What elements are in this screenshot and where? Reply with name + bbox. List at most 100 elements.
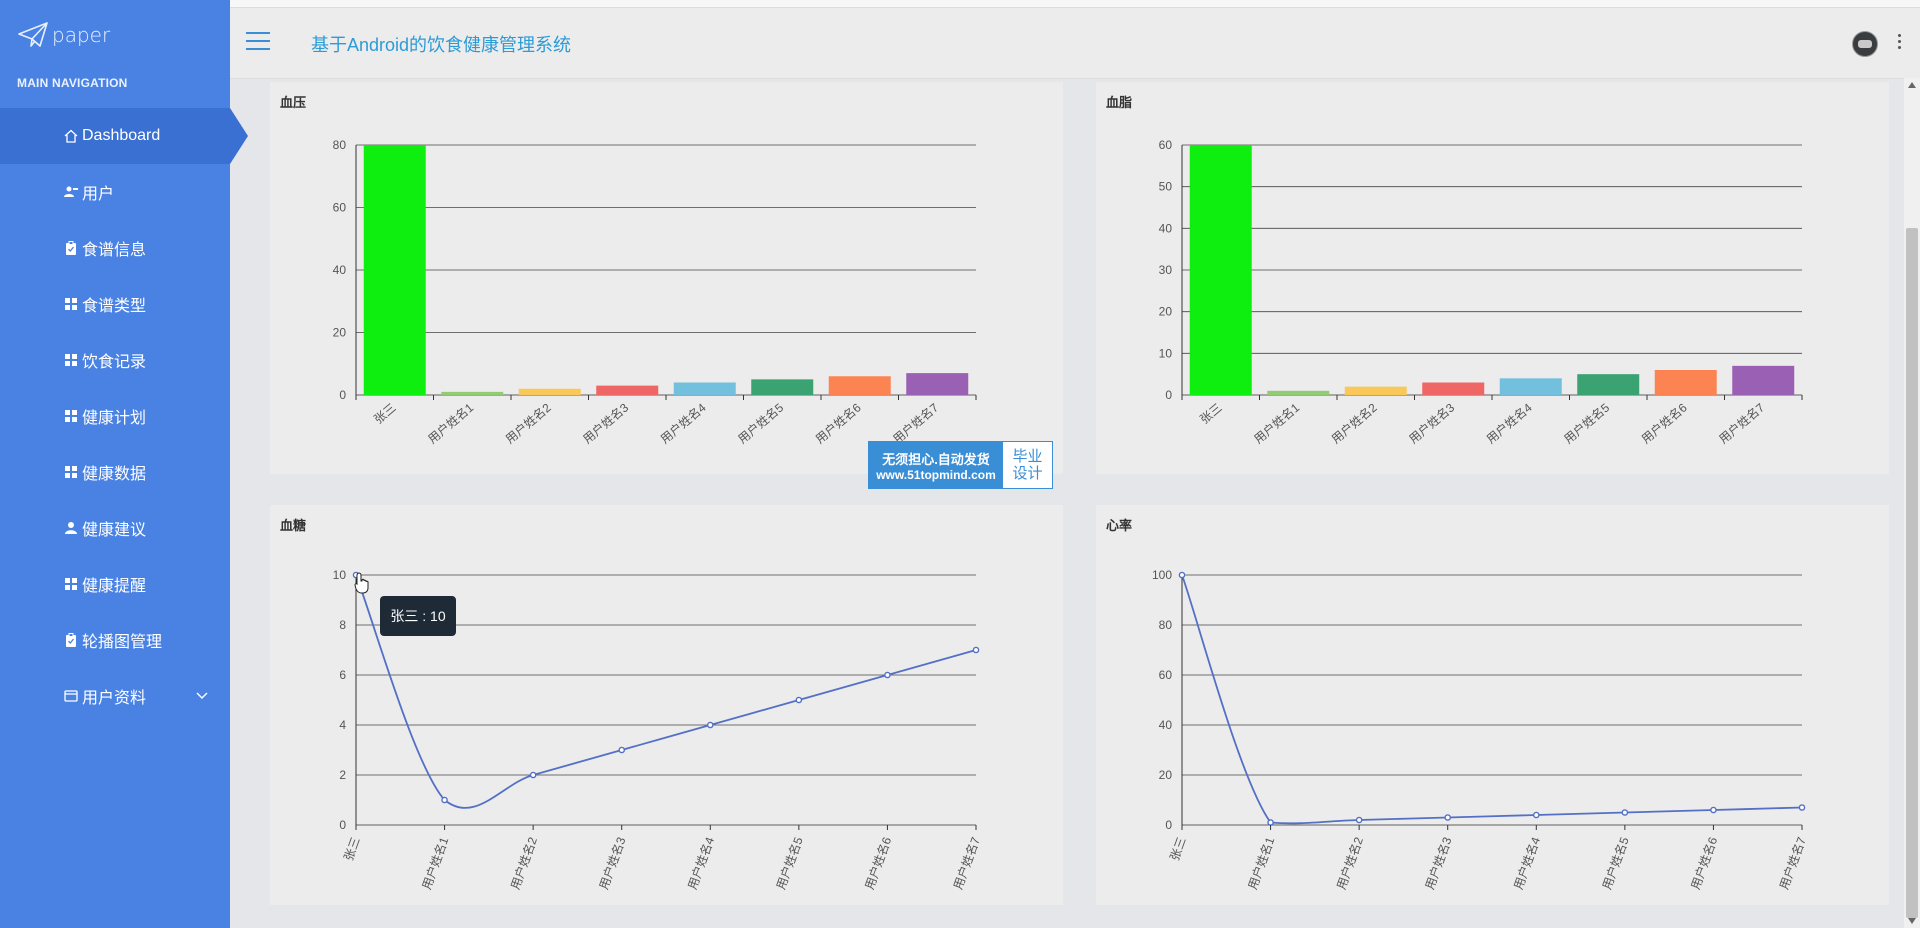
sidebar-item-label: 用户 bbox=[82, 186, 115, 203]
sidebar-item-5[interactable]: 健康计划 bbox=[0, 388, 230, 444]
x-tick-label: 用户姓名7 bbox=[1776, 835, 1809, 892]
blood-sugar-chart[interactable]: 0 2 4 6 8 10 张三 用户姓名1 用户姓名2 用户姓名3 用户姓名4 用户姓名5 用户姓名6 用… bbox=[270, 505, 1063, 905]
bar bbox=[673, 382, 736, 395]
x-tick-label: 张三 bbox=[371, 401, 398, 427]
x-tick-label: 用户姓名1 bbox=[1245, 835, 1278, 892]
grid-icon bbox=[64, 465, 78, 479]
blood-lipid-chart[interactable]: 0 10 20 30 40 50 60 张三 用户姓名1 用户姓名2 用户姓名3 用户姓名4 用户姓名5… bbox=[1096, 82, 1889, 474]
chart-title: 血糖 bbox=[280, 518, 307, 533]
y-tick-label: 0 bbox=[1165, 388, 1172, 402]
sidebar-item-9[interactable]: 轮播图管理 bbox=[0, 612, 230, 668]
y-tick-label: 8 bbox=[339, 618, 346, 632]
bar bbox=[1267, 390, 1330, 395]
sidebar-item-label: 食谱类型 bbox=[82, 298, 147, 315]
data-point bbox=[1621, 809, 1629, 816]
bar bbox=[1654, 370, 1717, 395]
clipboard-icon bbox=[64, 633, 78, 647]
scroll-thumb[interactable] bbox=[1906, 228, 1918, 918]
y-tick-label: 10 bbox=[1159, 346, 1173, 360]
sidebar-item-label: 用户资料 bbox=[82, 690, 147, 707]
promo-badge[interactable]: 无须担心.自动发货 www.51topmind.com 毕业 设计 bbox=[868, 441, 1053, 489]
sidebar-item-2[interactable]: 食谱信息 bbox=[0, 220, 230, 276]
sidebar-item-label: 健康计划 bbox=[82, 410, 147, 427]
sidebar-item-label: 食谱信息 bbox=[82, 242, 147, 259]
sidebar-item-label: 健康数据 bbox=[82, 466, 147, 483]
x-tick-label: 用户姓名1 bbox=[419, 835, 452, 892]
bar bbox=[1189, 145, 1252, 395]
blood-pressure-chart[interactable]: 0 20 40 60 80 张三 用户姓名1 用户姓名2 用户姓名3 用户姓名4 用户姓名5 用户姓名… bbox=[270, 82, 1063, 474]
brand[interactable]: paper bbox=[18, 22, 110, 48]
bar bbox=[906, 373, 969, 395]
bar bbox=[828, 376, 891, 395]
x-tick-label: 张三 bbox=[341, 835, 362, 862]
x-tick-label: 用户姓名6 bbox=[812, 400, 864, 447]
chevron-down-icon bbox=[196, 687, 208, 705]
heart-rate-chart[interactable]: 0 20 40 60 80 100 张三 用户姓名1 用户姓名2 用户姓名3 用户姓名4 用户姓名5 用… bbox=[1096, 505, 1889, 905]
sidebar-item-8[interactable]: 健康提醒 bbox=[0, 556, 230, 612]
x-tick-label: 用户姓名4 bbox=[1483, 400, 1535, 447]
x-tick-label: 用户姓名2 bbox=[1328, 400, 1380, 447]
grid-icon bbox=[64, 297, 78, 311]
sidebar-nav: Dashboard 用户食谱信息食谱类型饮食记录健康计划健康数据健康建议健康提醒轮… bbox=[0, 108, 248, 724]
data-point bbox=[618, 746, 626, 754]
sidebar-item-3[interactable]: 食谱类型 bbox=[0, 276, 230, 332]
y-tick-label: 0 bbox=[339, 388, 346, 402]
sidebar-item-6[interactable]: 健康数据 bbox=[0, 444, 230, 500]
menu-toggle-icon[interactable] bbox=[246, 32, 270, 52]
x-tick-label: 用户姓名7 bbox=[950, 835, 983, 892]
y-tick-label: 30 bbox=[1159, 263, 1173, 277]
y-tick-label: 10 bbox=[333, 568, 347, 582]
sidebar-item-label: 轮播图管理 bbox=[82, 634, 163, 651]
app-title: 基于Android的饮食健康管理系统 bbox=[311, 35, 572, 55]
page-scrollbar[interactable] bbox=[1904, 78, 1920, 928]
x-tick-label: 用户姓名5 bbox=[735, 400, 787, 447]
data-point bbox=[1798, 804, 1806, 811]
sidebar-item-7[interactable]: 健康建议 bbox=[0, 500, 230, 556]
users-icon bbox=[64, 185, 78, 199]
data-point bbox=[1444, 814, 1452, 821]
x-tick-label: 用户姓名2 bbox=[507, 835, 540, 892]
x-tick-label: 用户姓名5 bbox=[1561, 400, 1613, 447]
chart-panel-heart-rate: 心率 0 20 40 60 80 100 张三 用户姓名1 用户姓名2 用户姓名3 用户姓名4 用户姓… bbox=[1096, 505, 1889, 905]
home-icon bbox=[64, 129, 78, 143]
y-tick-label: 50 bbox=[1159, 180, 1173, 194]
data-point bbox=[1178, 571, 1186, 579]
sidebar-item-0[interactable]: Dashboard bbox=[0, 108, 248, 164]
scroll-down-icon[interactable] bbox=[1908, 918, 1916, 924]
promo-line-2: www.51topmind.com bbox=[876, 467, 996, 482]
x-tick-label: 张三 bbox=[1197, 401, 1224, 427]
chart-title: 血脂 bbox=[1106, 95, 1133, 110]
x-tick-label: 用户姓名4 bbox=[684, 835, 717, 892]
bar bbox=[363, 145, 426, 395]
top-border bbox=[0, 0, 1920, 8]
y-tick-label: 80 bbox=[1159, 618, 1173, 632]
y-tick-label: 6 bbox=[339, 668, 346, 682]
avatar[interactable] bbox=[1852, 31, 1878, 57]
bar bbox=[1732, 365, 1795, 395]
promo-side-1: 毕业 bbox=[1012, 448, 1043, 465]
data-point bbox=[441, 796, 448, 804]
data-point bbox=[529, 771, 537, 779]
bar bbox=[1344, 386, 1407, 395]
clipboard-icon bbox=[64, 241, 78, 255]
sidebar-item-1[interactable]: 用户 bbox=[0, 164, 230, 220]
data-point bbox=[706, 721, 714, 729]
y-tick-label: 20 bbox=[333, 326, 347, 340]
chart-title: 血压 bbox=[280, 95, 307, 110]
sidebar-item-4[interactable]: 饮食记录 bbox=[0, 332, 230, 388]
sidebar-item-10[interactable]: 用户资料 bbox=[0, 668, 230, 724]
sidebar-item-label: 饮食记录 bbox=[82, 354, 147, 371]
paper-plane-icon bbox=[18, 22, 48, 48]
y-tick-label: 0 bbox=[339, 818, 346, 832]
more-vertical-icon[interactable] bbox=[1896, 34, 1902, 54]
y-tick-label: 40 bbox=[1159, 221, 1173, 235]
chart-panel-blood-lipid: 血脂 0 10 20 30 40 50 60 张三 用户姓名1 用户姓名2 用户姓名3 用户姓名4 用户… bbox=[1096, 82, 1889, 474]
promo-side-2: 设计 bbox=[1012, 465, 1043, 482]
scroll-up-icon[interactable] bbox=[1908, 82, 1916, 88]
x-tick-label: 用户姓名7 bbox=[890, 400, 942, 447]
x-tick-label: 用户姓名6 bbox=[1638, 400, 1690, 447]
data-point bbox=[884, 671, 891, 679]
sidebar-item-label: 健康建议 bbox=[82, 522, 147, 539]
x-tick-label: 用户姓名3 bbox=[1406, 400, 1458, 447]
chart-panel-blood-sugar: 血糖 0 2 4 6 8 10 张三 用户姓名1 用户姓名2 用户姓名3 用户姓名4 用户姓名5 用户姓… bbox=[270, 505, 1063, 905]
